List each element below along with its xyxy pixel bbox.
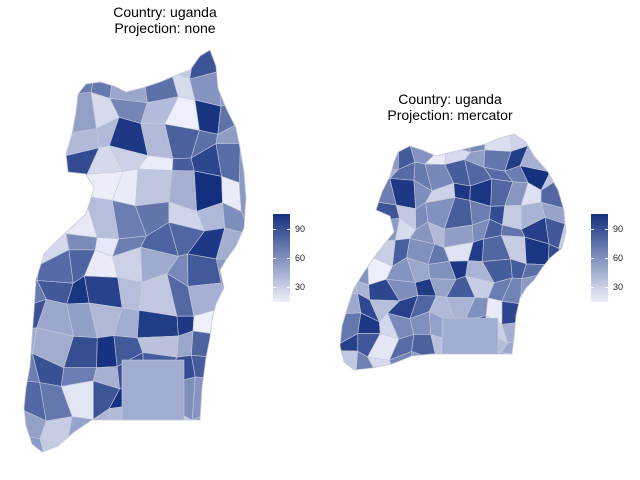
legend-gradient	[273, 214, 290, 302]
legend-tick-label: 90	[613, 223, 624, 234]
district	[135, 168, 173, 207]
district	[59, 69, 96, 96]
country-border	[23, 49, 247, 453]
district	[350, 254, 370, 286]
district	[187, 282, 228, 317]
legend-tick-mark	[591, 287, 594, 289]
legend-tick-mark	[287, 258, 290, 259]
district	[187, 253, 222, 287]
title-projection: Projection: none	[114, 20, 216, 36]
legend-tick-mark	[273, 228, 276, 230]
legend-tick-label: 30	[613, 282, 624, 293]
legend-tick-mark	[287, 287, 290, 289]
color-legend-mercator: 90 60 30	[591, 214, 640, 302]
legend-tick-mark	[287, 228, 290, 230]
legend-tick-mark	[605, 258, 608, 259]
district	[109, 68, 148, 104]
title-country: Country: uganda	[113, 4, 217, 20]
district	[171, 157, 195, 172]
legend-tick-mark	[605, 287, 608, 289]
district	[340, 350, 359, 370]
legend-tick-label: 60	[613, 253, 624, 263]
district	[191, 354, 225, 380]
district	[484, 134, 512, 152]
uganda-map-mercator	[339, 133, 567, 371]
district	[24, 253, 40, 281]
color-legend-none: 90 60 30	[273, 214, 333, 302]
district	[563, 200, 566, 225]
district	[191, 376, 225, 421]
legend-gradient	[591, 214, 608, 302]
lake-region	[121, 359, 185, 421]
legend-tick-mark	[591, 228, 594, 230]
legend-tick-mark	[591, 258, 594, 259]
legend-tick-label: 60	[295, 253, 306, 263]
lake-region	[441, 317, 499, 355]
district	[58, 92, 97, 133]
legend-tick-label: 90	[295, 223, 306, 234]
district	[501, 300, 531, 325]
legend-tick-label: 30	[295, 282, 306, 293]
uganda-map-none	[23, 49, 247, 453]
legend-tick-mark	[605, 228, 608, 230]
panel-title-none: Country: uganda Projection: none	[30, 4, 300, 36]
legend-tick-mark	[273, 287, 276, 289]
district	[96, 335, 118, 369]
legend-tick-mark	[273, 258, 276, 259]
title-projection: Projection: mercator	[387, 107, 513, 123]
panel-title-mercator: Country: uganda Projection: mercator	[330, 91, 570, 123]
title-country: Country: uganda	[398, 91, 502, 107]
country-border	[339, 133, 567, 371]
